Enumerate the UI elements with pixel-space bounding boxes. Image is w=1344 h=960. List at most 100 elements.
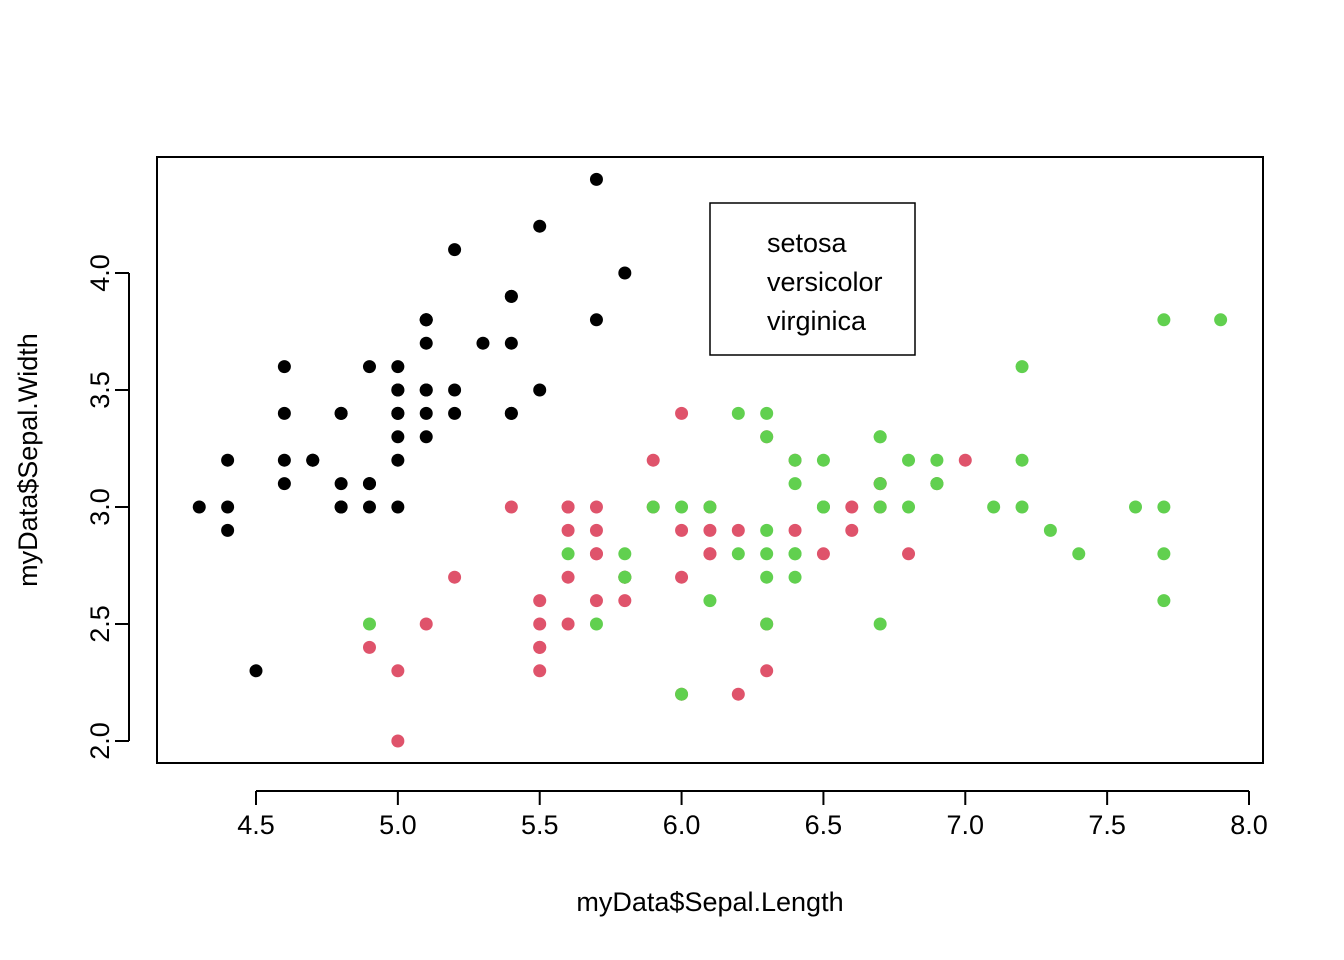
- point-setosa: [334, 477, 348, 491]
- y-axis-title: myData$Sepal.Width: [13, 333, 43, 587]
- point-virginica: [1214, 313, 1228, 327]
- x-tick-label: 8.0: [1230, 810, 1268, 840]
- y-tick-label: 2.0: [85, 722, 115, 760]
- x-tick-label: 7.0: [947, 810, 985, 840]
- point-virginica: [646, 500, 660, 514]
- point-setosa: [419, 383, 433, 397]
- point-setosa: [391, 383, 405, 397]
- point-setosa: [362, 360, 376, 374]
- point-versicolor: [845, 500, 859, 514]
- y-tick-label: 3.5: [85, 371, 115, 409]
- data-points: [192, 172, 1228, 748]
- point-setosa: [334, 406, 348, 420]
- point-virginica: [760, 406, 774, 420]
- point-versicolor: [533, 594, 547, 608]
- point-virginica: [589, 617, 603, 631]
- point-versicolor: [589, 547, 603, 561]
- point-setosa: [419, 406, 433, 420]
- point-versicolor: [731, 523, 745, 537]
- y-tick-label: 3.0: [85, 488, 115, 526]
- point-versicolor: [675, 406, 689, 420]
- point-virginica: [1015, 453, 1029, 467]
- point-setosa: [249, 664, 263, 678]
- point-virginica: [1043, 523, 1057, 537]
- point-versicolor: [561, 523, 575, 537]
- plot-frame: [156, 156, 1264, 764]
- point-setosa: [391, 453, 405, 467]
- point-versicolor: [533, 664, 547, 678]
- point-virginica: [987, 500, 1001, 514]
- point-versicolor: [902, 547, 916, 561]
- point-virginica: [760, 523, 774, 537]
- point-setosa: [277, 453, 291, 467]
- point-versicolor: [618, 594, 632, 608]
- legend-label-setosa: setosa: [767, 228, 848, 258]
- point-virginica: [675, 687, 689, 701]
- point-setosa: [448, 406, 462, 420]
- point-virginica: [703, 500, 717, 514]
- point-setosa: [277, 360, 291, 374]
- point-setosa: [192, 500, 206, 514]
- point-versicolor: [561, 617, 575, 631]
- point-virginica: [902, 453, 916, 467]
- point-setosa: [334, 500, 348, 514]
- x-axis-title: myData$Sepal.Length: [576, 887, 843, 917]
- point-setosa: [391, 360, 405, 374]
- point-setosa: [277, 406, 291, 420]
- point-versicolor: [675, 570, 689, 584]
- point-setosa: [419, 430, 433, 444]
- point-virginica: [816, 453, 830, 467]
- point-setosa: [504, 336, 518, 350]
- point-virginica: [618, 547, 632, 561]
- point-virginica: [703, 594, 717, 608]
- legend-box: [709, 202, 916, 356]
- point-virginica: [1157, 547, 1171, 561]
- point-virginica: [873, 617, 887, 631]
- point-virginica: [788, 570, 802, 584]
- x-tick-label: 6.0: [663, 810, 701, 840]
- point-virginica: [1157, 500, 1171, 514]
- point-virginica: [760, 570, 774, 584]
- x-tick-label: 5.5: [521, 810, 559, 840]
- point-setosa: [419, 313, 433, 327]
- point-virginica: [760, 547, 774, 561]
- legend-label-virginica: virginica: [767, 306, 867, 336]
- point-virginica: [731, 547, 745, 561]
- point-versicolor: [419, 617, 433, 631]
- x-tick-label: 4.5: [237, 810, 275, 840]
- y-axis: 2.0 2.5 3.0 3.5 4.0: [85, 254, 130, 760]
- point-versicolor: [760, 664, 774, 678]
- point-setosa: [589, 313, 603, 327]
- point-virginica: [930, 453, 944, 467]
- point-versicolor: [731, 687, 745, 701]
- point-versicolor: [816, 547, 830, 561]
- point-versicolor: [561, 500, 575, 514]
- point-versicolor: [589, 523, 603, 537]
- point-versicolor: [391, 664, 405, 678]
- point-virginica: [873, 500, 887, 514]
- point-virginica: [1157, 313, 1171, 327]
- point-virginica: [731, 406, 745, 420]
- point-virginica: [788, 453, 802, 467]
- point-virginica: [675, 500, 689, 514]
- point-setosa: [277, 477, 291, 491]
- point-setosa: [391, 406, 405, 420]
- point-virginica: [873, 430, 887, 444]
- legend-label-versicolor: versicolor: [767, 267, 883, 297]
- point-setosa: [448, 383, 462, 397]
- point-setosa: [504, 289, 518, 303]
- point-versicolor: [504, 500, 518, 514]
- point-virginica: [1015, 360, 1029, 374]
- point-versicolor: [646, 453, 660, 467]
- point-virginica: [561, 547, 575, 561]
- x-tick-label: 5.0: [379, 810, 417, 840]
- point-setosa: [618, 266, 632, 280]
- point-virginica: [1129, 500, 1143, 514]
- point-setosa: [589, 172, 603, 186]
- point-versicolor: [448, 570, 462, 584]
- point-virginica: [788, 477, 802, 491]
- point-virginica: [1015, 500, 1029, 514]
- point-virginica: [618, 570, 632, 584]
